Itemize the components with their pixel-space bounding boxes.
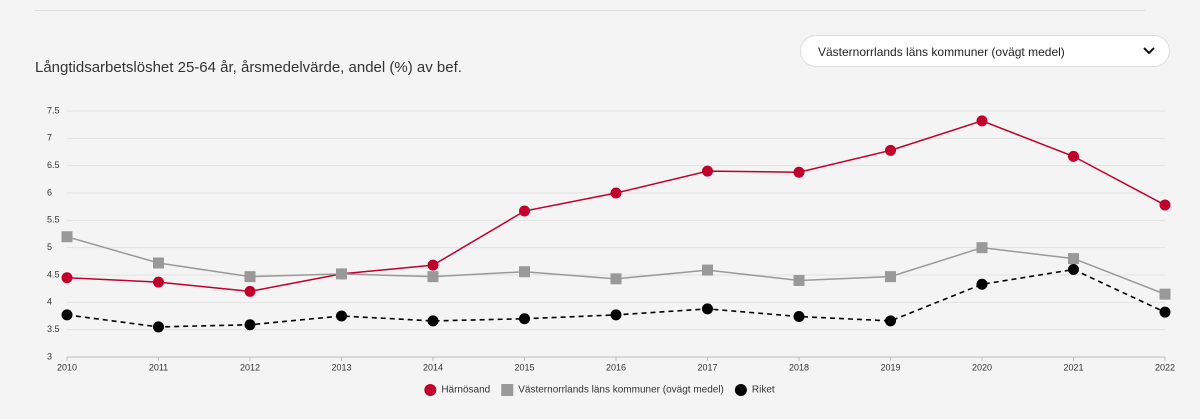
marker (1159, 306, 1171, 318)
marker (153, 257, 164, 269)
marker (336, 268, 347, 280)
marker (61, 231, 73, 243)
marker (1068, 253, 1079, 265)
marker (702, 264, 713, 276)
marker (153, 321, 164, 333)
dropdown[interactable]: Västernorrlands läns kommuner (ovägt med… (800, 35, 1170, 67)
series-line (66, 120, 1166, 293)
marker (244, 319, 256, 331)
chevron (1143, 47, 1155, 55)
x-tick-label: 2020 (972, 362, 992, 372)
x-tick-label: 2014 (423, 362, 443, 372)
x-tick-label: 2013 (331, 362, 351, 372)
x-tick-label: 2018 (789, 362, 809, 372)
x-tick-label: 2021 (1063, 362, 1083, 372)
marker (427, 259, 439, 271)
marker (1159, 288, 1171, 300)
marker (702, 303, 713, 315)
y-tick-label: 5 (47, 242, 52, 252)
marker (885, 144, 896, 156)
chart-title: Långtidsarbetslöshet 25-64 år, årsmedelv… (35, 59, 462, 76)
marker (427, 315, 439, 327)
y-tick-label: 4.5 (47, 269, 60, 279)
marker (793, 274, 805, 286)
y-tick-label: 4 (47, 297, 52, 307)
x-tick-label: 2016 (606, 362, 626, 372)
marker (793, 311, 805, 323)
x-tick-label: 2022 (1155, 362, 1175, 372)
legend-swatch (734, 384, 747, 396)
marker (427, 271, 439, 283)
marker (519, 205, 530, 217)
marker (336, 310, 347, 322)
marker (610, 273, 622, 285)
marker (244, 271, 256, 283)
x-tick-label: 2012 (240, 362, 260, 372)
y-tick-label: 3 (47, 351, 52, 361)
legend-label: Härnösand (441, 385, 490, 396)
marker (61, 309, 73, 321)
marker (244, 285, 256, 297)
y-tick-label: 3.5 (47, 324, 60, 334)
x-tick-label: 2019 (880, 362, 900, 372)
marker (976, 115, 988, 127)
legend-label: Riket (752, 385, 775, 396)
y-tick-label: 5.5 (47, 215, 60, 225)
marker (1159, 199, 1171, 211)
legend-swatch (501, 384, 514, 396)
series-line (66, 236, 1166, 295)
marker (1068, 150, 1079, 162)
x-tick-label: 2017 (697, 362, 717, 372)
marker (702, 165, 713, 177)
x-tick-label: 2010 (57, 362, 77, 372)
marker (61, 272, 73, 284)
legend-swatch (424, 384, 437, 396)
marker (519, 313, 530, 325)
marker (976, 278, 988, 290)
marker (885, 271, 896, 283)
marker (519, 266, 530, 278)
y-tick-label: 6.5 (47, 160, 60, 170)
marker (976, 242, 988, 254)
y-tick-label: 6 (47, 187, 52, 197)
marker (153, 276, 164, 288)
y-tick-label: 7.5 (47, 105, 60, 115)
marker (793, 166, 805, 178)
x-tick-label: 2011 (149, 362, 168, 372)
dropdown-label: Västernorrlands läns kommuner (ovägt med… (818, 45, 1065, 59)
marker (1068, 264, 1079, 276)
marker (610, 309, 622, 321)
legend-label: Västernorrlands läns kommuner (ovägt med… (518, 385, 724, 396)
x-tick-label: 2015 (514, 362, 534, 372)
marker (610, 187, 622, 199)
y-tick-label: 7 (47, 133, 52, 143)
marker (885, 315, 896, 327)
